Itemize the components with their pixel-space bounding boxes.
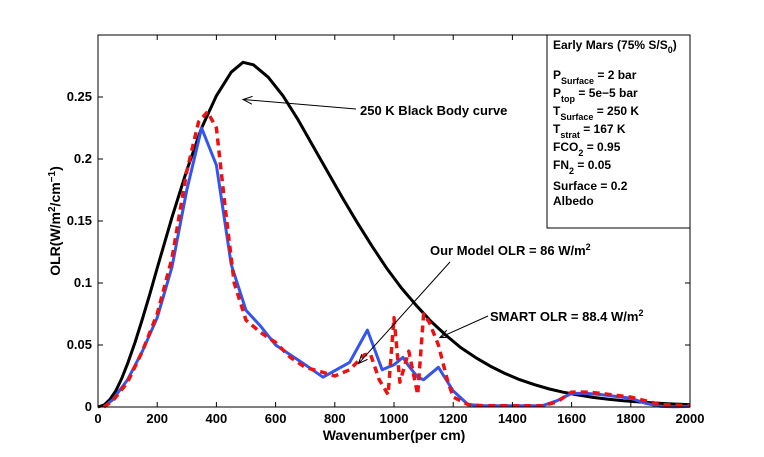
legend-item-1: Ptop = 5e−5 bar (553, 86, 638, 104)
legend-item-0: PSurface = 2 bar (553, 68, 637, 86)
annotations-layer: 250 K Black Body curve Our Model OLR = 8… (241, 95, 643, 365)
x-axis-label: Wavenumber(per cm) (323, 427, 466, 443)
x-tick-label-4: 800 (324, 411, 346, 426)
legend-frame (546, 34, 691, 229)
x-tick-label-5: 1000 (380, 411, 409, 426)
x-tick-label-8: 1600 (557, 411, 586, 426)
annotation-arrow-line-2 (439, 315, 489, 339)
y-tick-label-1: 0.05 (67, 337, 92, 352)
annotation-arrow-head-2 (438, 329, 450, 339)
annotation-our-model: Our Model OLR = 86 W/m2 (430, 242, 591, 258)
x-tick-label-7: 1400 (498, 411, 527, 426)
legend-item-6: Surface = 0.2 (553, 179, 628, 193)
annotation-blackbody: 250 K Black Body curve (360, 103, 507, 118)
series-layer (97, 60, 691, 409)
legend-box: Early Mars (75% S/S0) PSurface = 2 barPt… (546, 34, 691, 229)
legend-item-3: Tstrat = 167 K (553, 122, 626, 140)
y-tick-label-3: 0.15 (67, 213, 92, 228)
legend-item-7: Albedo (553, 194, 594, 208)
x-tick-label-2: 400 (206, 411, 228, 426)
x-tick-label-6: 1200 (439, 411, 468, 426)
series-smart-olr (102, 110, 691, 409)
annotation-smart: SMART OLR = 88.4 W/m2 (490, 308, 643, 324)
x-tick-label-3: 600 (265, 411, 287, 426)
x-tick-label-1: 200 (146, 411, 168, 426)
arrow-layer (241, 95, 489, 365)
x-tick-label-9: 1800 (616, 411, 645, 426)
legend-title: Early Mars (75% S/S0) (553, 38, 677, 55)
ticks-layer: 0 200 400 600 800 1000 1200 1400 1600 1800 2000 0 0.… (67, 35, 705, 426)
legend-item-2: TSurface = 250 K (553, 104, 639, 122)
annotation-arrow-line-0 (242, 98, 357, 110)
y-tick-label-5: 0.25 (67, 89, 92, 104)
legend-item-4: FCO2 = 0.95 (553, 140, 621, 158)
x-tick-label-0: 0 (94, 411, 101, 426)
series-250-k-black-body-curve (97, 60, 691, 409)
annotation-arrow-head-0 (241, 95, 253, 105)
legend-item-5: FN2 = 0.05 (553, 158, 611, 176)
y-tick-label-0: 0 (85, 399, 92, 414)
y-axis-label: OLR(W/m2/cm−1) (47, 166, 63, 276)
annotation-arrow-head-1 (357, 353, 368, 365)
annotation-arrow-line-1 (358, 261, 451, 364)
y-tick-label-4: 0.2 (74, 151, 92, 166)
y-tick-label-2: 0.1 (74, 275, 92, 290)
x-tick-label-10: 2000 (676, 411, 705, 426)
